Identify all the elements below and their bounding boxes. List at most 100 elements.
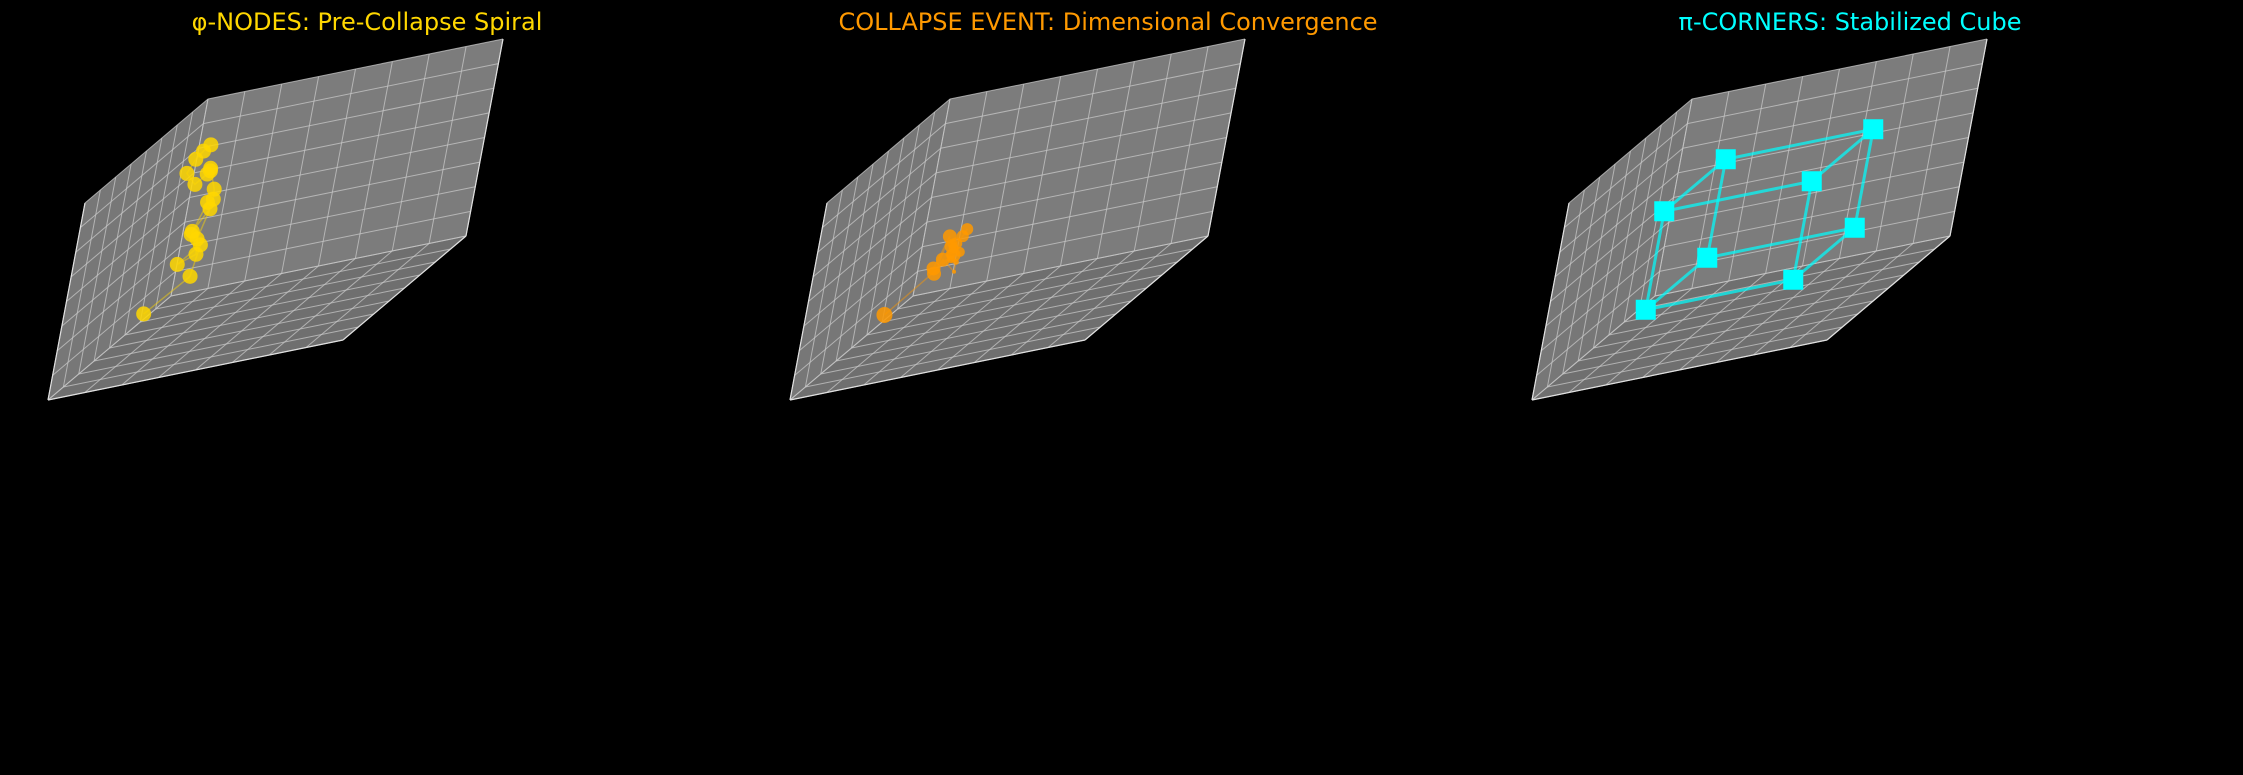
data-point [952, 269, 957, 274]
grid-line [1010, 250, 1135, 356]
data-point [187, 176, 203, 192]
grid-line [198, 87, 494, 149]
grid-line [940, 87, 1236, 149]
grid-line [1912, 46, 1951, 244]
data-point [876, 306, 893, 323]
grid-line [1673, 137, 1969, 198]
axes-2 [789, 38, 1246, 401]
grid-line [808, 197, 932, 302]
grid-line [62, 189, 101, 388]
grid-line [1752, 250, 1877, 356]
axis-edge [47, 202, 86, 401]
data-point [1635, 299, 1656, 320]
axis-edge [342, 235, 467, 341]
chart-title-phi-nodes: φ-NODES: Pre-Collapse Spiral [191, 8, 543, 36]
cube-edge [1791, 180, 1814, 281]
data-point [1715, 149, 1736, 170]
grid-line [1562, 176, 1601, 375]
grid-line [80, 123, 204, 229]
data-point [926, 261, 941, 276]
grid-line [195, 265, 319, 371]
grid-line [1682, 87, 1978, 149]
cube-edge [1853, 128, 1875, 229]
grid-line [820, 176, 859, 375]
grid-line [70, 172, 195, 278]
grid-line [836, 300, 1132, 362]
grid-line [1691, 38, 1988, 100]
grid-line [1578, 300, 1874, 362]
grid-line [937, 265, 1061, 371]
grid-line [1554, 172, 1679, 278]
axis-edge [789, 339, 1086, 401]
grid-line [391, 53, 430, 252]
grid-line [305, 243, 430, 348]
grid-line [1546, 189, 1585, 388]
grid-line [1564, 123, 1688, 229]
grid-line [949, 38, 1246, 100]
grid-line [1170, 46, 1209, 244]
grid-line [84, 98, 209, 204]
axes-3 [1531, 38, 1988, 401]
data-point [1654, 201, 1675, 222]
grid-line [189, 137, 485, 198]
data-point [188, 151, 204, 167]
axis-edge [47, 339, 344, 401]
cube-edge [1792, 226, 1856, 281]
grid-line [428, 46, 467, 244]
grid-line [194, 112, 490, 174]
axis-edge [1826, 235, 1951, 341]
grid-line [936, 112, 1232, 174]
grid-line [805, 326, 1101, 388]
axis-edge [1207, 38, 1246, 237]
grid-line [1547, 326, 1843, 388]
data-point [1801, 171, 1822, 192]
chart-title-pi-corners: π-CORNERS: Stabilized Cube [1678, 8, 2022, 36]
data-point [169, 256, 185, 272]
grid-line [817, 147, 942, 253]
axis-edge [789, 202, 828, 401]
cube-edge [1725, 127, 1874, 161]
grid-line [203, 63, 499, 125]
cube-edge [1705, 158, 1728, 259]
cube-edge [1706, 226, 1856, 260]
grid-line [354, 61, 393, 259]
grid-line [1559, 147, 1684, 253]
grid-line [94, 300, 390, 362]
data-point [1783, 269, 1804, 290]
axis-edge [1531, 202, 1570, 401]
cube-edge [1645, 278, 1794, 312]
data-point [136, 306, 152, 322]
grid-line [945, 63, 1241, 125]
data-point [192, 237, 208, 253]
grid-line [826, 98, 951, 204]
grid-line [1096, 61, 1135, 259]
grid-line [1716, 258, 1840, 363]
data-point [1697, 247, 1718, 268]
grid-line [1550, 197, 1674, 302]
grid-line [931, 137, 1227, 198]
data-point [202, 201, 218, 217]
axes-1 [47, 38, 504, 401]
grid-line [1875, 53, 1914, 252]
grid-line [268, 250, 393, 356]
grid-line [1568, 98, 1693, 204]
grid-line [93, 163, 132, 362]
grid-line [835, 163, 874, 362]
data-point [182, 268, 198, 284]
grid-line [1562, 313, 1858, 375]
grid-line [820, 313, 1116, 375]
grid-line [1577, 163, 1616, 362]
cube-edge [1810, 128, 1875, 183]
cube-edge [1644, 210, 1666, 311]
cube-edge [1663, 158, 1727, 213]
grid-line [63, 326, 359, 388]
grid-line [78, 313, 374, 375]
axis-edge [465, 38, 504, 237]
grid-line [207, 38, 504, 100]
chart-title-collapse-event: COLLAPSE EVENT: Dimensional Convergence [838, 8, 1378, 36]
grid-line [804, 189, 843, 388]
data-point [935, 252, 950, 267]
data-point [1863, 119, 1884, 140]
grid-line [232, 258, 356, 363]
